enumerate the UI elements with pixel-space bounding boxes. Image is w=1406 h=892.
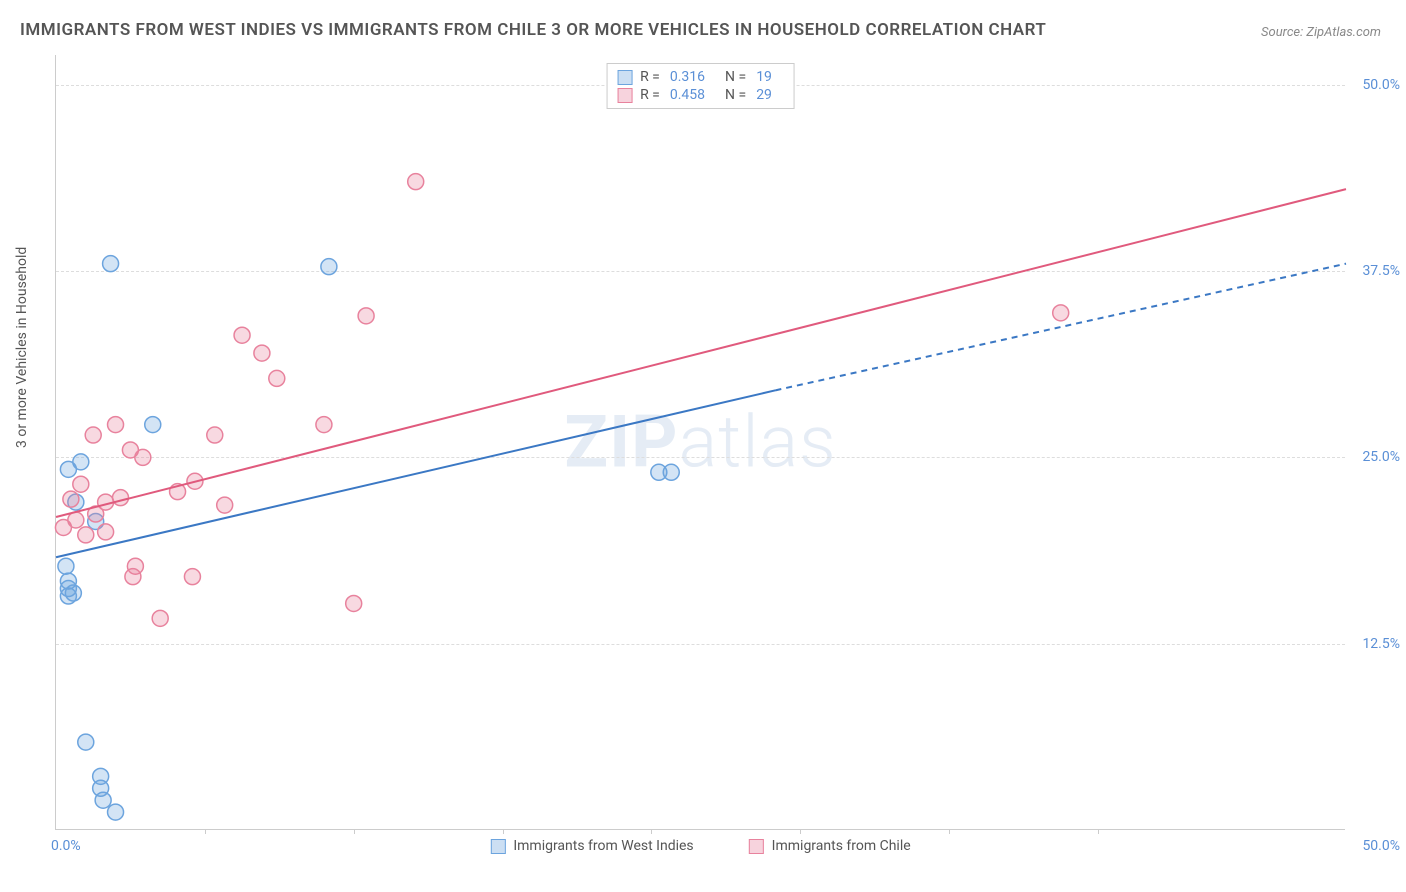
scatter-point — [184, 569, 200, 585]
legend-series-item: Immigrants from Chile — [749, 838, 911, 854]
scatter-point — [152, 610, 168, 626]
scatter-point — [269, 370, 285, 386]
scatter-point — [58, 558, 74, 574]
x-tick — [651, 829, 652, 834]
scatter-point — [316, 417, 332, 433]
scatter-point — [60, 573, 76, 589]
y-tick-label: 25.0% — [1362, 449, 1400, 465]
plot-area: ZIPatlas R =0.316N =19R =0.458N =29 0.0%… — [55, 55, 1345, 830]
legend-swatch — [617, 70, 632, 85]
legend-r-label: R = — [640, 69, 660, 85]
scatter-point — [93, 768, 109, 784]
y-tick-label: 50.0% — [1362, 77, 1400, 93]
legend-n-value: 29 — [756, 87, 772, 103]
scatter-point — [113, 490, 129, 506]
scatter-point — [73, 454, 89, 470]
x-tick — [503, 829, 504, 834]
scatter-point — [98, 524, 114, 540]
scatter-point — [408, 174, 424, 190]
scatter-point — [108, 804, 124, 820]
source-label: Source: ZipAtlas.com — [1261, 25, 1381, 40]
x-tick-max: 50.0% — [1362, 838, 1400, 854]
legend-series-item: Immigrants from West Indies — [490, 838, 693, 854]
scatter-point — [135, 449, 151, 465]
legend-r-label: R = — [640, 87, 660, 103]
scatter-point — [103, 256, 119, 272]
scatter-plot-svg — [56, 55, 1345, 829]
scatter-point — [108, 417, 124, 433]
scatter-point — [78, 734, 94, 750]
x-tick — [1098, 829, 1099, 834]
scatter-point — [125, 569, 141, 585]
scatter-point — [73, 476, 89, 492]
chart-title: IMMIGRANTS FROM WEST INDIES VS IMMIGRANT… — [20, 20, 1046, 40]
legend-n-value: 19 — [756, 69, 772, 85]
scatter-point — [95, 792, 111, 808]
legend-stats-row: R = 0.316 N = 19 — [617, 68, 784, 86]
legend-n-label: N = — [725, 69, 746, 85]
legend-r-value: 0.316 — [670, 69, 705, 85]
scatter-point — [663, 464, 679, 480]
x-tick — [949, 829, 950, 834]
chart-container: IMMIGRANTS FROM WEST INDIES VS IMMIGRANT… — [0, 0, 1406, 892]
x-tick — [800, 829, 801, 834]
scatter-point — [78, 527, 94, 543]
trend-line-dashed — [775, 264, 1346, 391]
scatter-point — [85, 427, 101, 443]
x-tick — [205, 829, 206, 834]
legend-swatch — [490, 839, 505, 854]
scatter-point — [207, 427, 223, 443]
scatter-point — [321, 259, 337, 275]
legend-stats-row: R = 0.458 N = 29 — [617, 86, 784, 104]
trend-line — [56, 189, 1346, 517]
x-tick-min: 0.0% — [51, 838, 81, 854]
y-axis-label: 3 or more Vehicles in Household — [14, 247, 30, 448]
legend-r-value: 0.458 — [670, 87, 705, 103]
legend-series-label: Immigrants from Chile — [772, 838, 911, 854]
legend-bottom: Immigrants from West Indies Immigrants fr… — [490, 838, 910, 854]
scatter-point — [1053, 305, 1069, 321]
legend-series-label: Immigrants from West Indies — [513, 838, 693, 854]
scatter-point — [346, 595, 362, 611]
x-tick — [354, 829, 355, 834]
y-tick-label: 12.5% — [1362, 636, 1400, 652]
legend-stats-box: R = 0.316 N = 19 R = 0.458 N = 29 — [606, 63, 795, 109]
y-tick-label: 37.5% — [1362, 263, 1400, 279]
scatter-point — [254, 345, 270, 361]
legend-swatch — [617, 88, 632, 103]
legend-n-label: N = — [725, 87, 746, 103]
scatter-point — [217, 497, 233, 513]
scatter-point — [234, 327, 250, 343]
scatter-point — [145, 417, 161, 433]
scatter-point — [63, 491, 79, 507]
legend-swatch — [749, 839, 764, 854]
scatter-point — [358, 308, 374, 324]
